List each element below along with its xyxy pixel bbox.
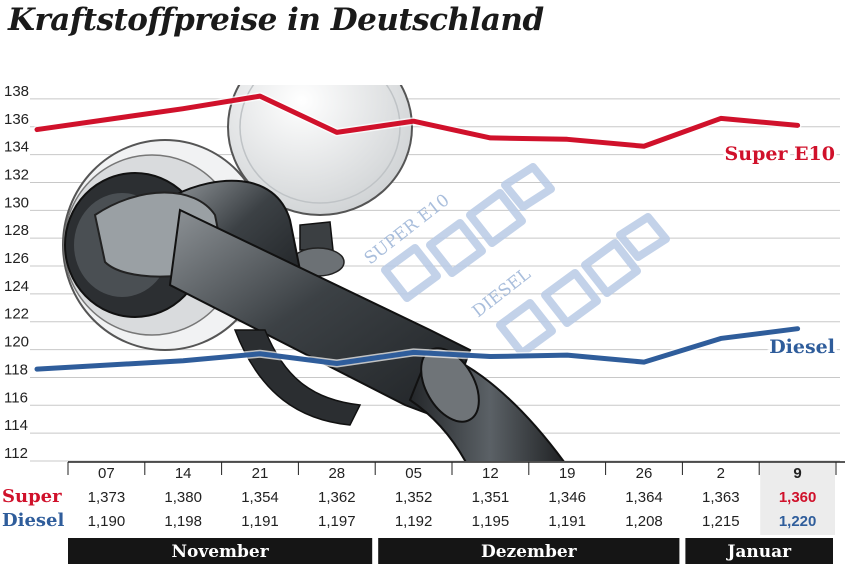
month-band	[378, 538, 680, 564]
x-tick-label: 05	[405, 465, 422, 482]
table-value: 1,191	[548, 513, 586, 530]
y-tick-label: 118	[4, 361, 28, 378]
month-label: Januar	[725, 542, 792, 562]
month-label: November	[171, 542, 269, 562]
y-tick-label: 124	[4, 278, 29, 295]
month-bar: November Dezember Januar	[68, 538, 833, 564]
row-label-diesel: Diesel	[2, 510, 64, 531]
table-value: 1,191	[241, 513, 279, 530]
month-band	[685, 538, 833, 564]
y-tick-label: 122	[4, 306, 29, 323]
table-value: 1,364	[625, 489, 663, 506]
y-tick-label: 130	[4, 194, 29, 211]
y-axis: 112 114 116 118 120 122 124 126 128 130 132 134 136 1…	[4, 83, 29, 462]
pump-label-diesel: DIESEL	[469, 264, 535, 322]
x-tick-label: 9	[793, 465, 801, 482]
table-value: 1,360	[779, 489, 817, 506]
y-tick-label: 126	[4, 250, 29, 267]
price-table: 07 14 21 28 05 12 19 26 2 9 Super 1,373 1,380 1,354 1,…	[2, 461, 845, 535]
x-tick-label: 21	[252, 465, 269, 482]
series-label-halo: Diesel	[769, 336, 835, 358]
legend-super-e10: Super E10	[725, 143, 835, 165]
chart-title: Kraftstoffpreise in Deutschland	[8, 2, 544, 38]
y-tick-label: 134	[4, 139, 29, 156]
row-label-super: Super	[2, 486, 62, 507]
x-tick-label: 2	[717, 465, 725, 482]
month-label: Dezember	[481, 542, 578, 562]
super-e10-line	[34, 93, 801, 149]
table-value: 1,195	[472, 513, 510, 530]
table-value: 1,352	[395, 489, 433, 506]
x-tick-label: 12	[482, 465, 499, 482]
y-tick-label: 114	[4, 417, 28, 434]
table-value: 1,351	[472, 489, 510, 506]
x-tick-label: 26	[636, 465, 653, 482]
y-tick-label: 116	[4, 389, 28, 406]
legend-diesel: Diesel	[769, 336, 835, 358]
y-tick-label: 138	[4, 83, 29, 100]
tank-cap-icon	[227, 85, 413, 216]
y-tick-label: 128	[4, 222, 29, 239]
table-value: 1,208	[625, 513, 663, 530]
diesel-line	[34, 326, 801, 372]
current-week-highlight	[760, 463, 835, 535]
x-tick-label: 14	[175, 465, 192, 482]
table-value: 1,373	[88, 489, 126, 506]
y-tick-label: 112	[4, 445, 28, 462]
series-label-halo: Super E10	[725, 143, 835, 165]
table-value: 1,198	[164, 513, 202, 530]
table-value: 1,380	[164, 489, 202, 506]
x-tick-label: 19	[559, 465, 576, 482]
y-tick-label: 132	[4, 166, 29, 183]
x-tick-label: 28	[328, 465, 345, 482]
table-value: 1,362	[318, 489, 356, 506]
x-tick-label: 07	[98, 465, 115, 482]
month-band	[68, 538, 373, 564]
table-value: 1,354	[241, 489, 279, 506]
fuel-nozzle-illustration: SUPER E10 DIESEL	[62, 85, 670, 461]
table-value: 1,215	[702, 513, 740, 530]
series-lines	[33, 92, 802, 374]
y-tick-label: 136	[4, 111, 29, 128]
table-value: 1,192	[395, 513, 433, 530]
table-value: 1,220	[779, 513, 817, 530]
table-value: 1,190	[88, 513, 126, 530]
table-value: 1,363	[702, 489, 740, 506]
table-value: 1,346	[548, 489, 586, 506]
table-value: 1,197	[318, 513, 356, 530]
y-tick-label: 120	[4, 334, 29, 351]
